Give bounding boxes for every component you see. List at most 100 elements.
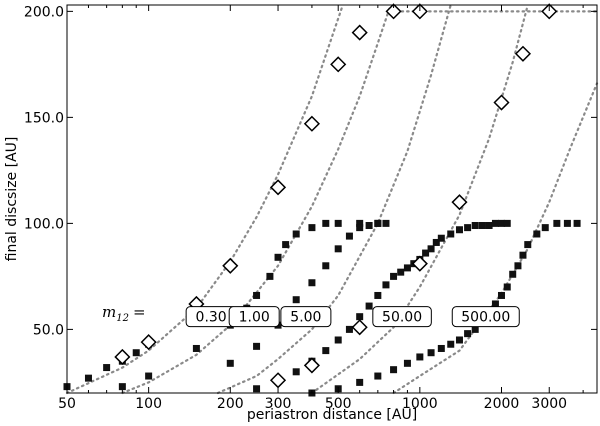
square-marker bbox=[356, 224, 364, 232]
x-axis-label: periastron distance [AU] bbox=[247, 407, 417, 423]
square-marker bbox=[266, 272, 274, 280]
mass-ratio-symbol: m bbox=[102, 303, 116, 321]
square-marker bbox=[478, 222, 486, 230]
diamond-marker bbox=[303, 357, 320, 374]
square-marker bbox=[84, 374, 92, 382]
square-marker bbox=[356, 378, 364, 386]
mass-ratio-subscript: 12 bbox=[116, 313, 129, 324]
diamond-marker bbox=[269, 372, 287, 389]
square-marker bbox=[422, 249, 430, 257]
x-tick-label: 200 bbox=[217, 396, 244, 412]
square-marker bbox=[390, 272, 398, 280]
square-marker bbox=[397, 268, 405, 276]
square-marker bbox=[485, 222, 493, 230]
square-marker bbox=[563, 219, 571, 227]
square-marker bbox=[334, 336, 342, 344]
curve-label-text: 500.00 bbox=[461, 310, 510, 326]
diamond-marker bbox=[330, 56, 347, 73]
y-axis-label: final discsize [AU] bbox=[4, 137, 20, 262]
square-marker bbox=[491, 219, 499, 227]
square-marker bbox=[533, 230, 541, 238]
diamond-marker bbox=[411, 255, 428, 272]
diamond-marker bbox=[514, 45, 532, 62]
square-marker bbox=[524, 241, 532, 249]
square-marker bbox=[292, 230, 300, 238]
diamond-marker bbox=[541, 3, 558, 20]
square-marker bbox=[345, 232, 353, 240]
axis-ticks: 50 100 200 300 500 1000 2000 3000 50.0 100.0 150.0… bbox=[24, 4, 597, 412]
square-marker bbox=[374, 219, 382, 227]
square-marker bbox=[447, 230, 455, 238]
square-marker bbox=[322, 219, 330, 227]
diamond-marker bbox=[222, 257, 239, 274]
square-marker bbox=[322, 347, 330, 355]
square-marker bbox=[455, 226, 463, 234]
square-marker bbox=[509, 270, 517, 278]
x-tick-label: 1000 bbox=[402, 396, 438, 412]
square-marker bbox=[356, 219, 364, 227]
square-marker bbox=[471, 222, 479, 230]
x-tick-label: 100 bbox=[135, 396, 162, 412]
square-marker bbox=[553, 219, 561, 227]
diamond-marker bbox=[114, 348, 131, 366]
curve-label-text: 0.30 bbox=[196, 310, 227, 326]
y-tick-label: 100.0 bbox=[24, 216, 64, 232]
square-marker bbox=[334, 219, 342, 227]
diamond-marker bbox=[351, 24, 368, 41]
y-tick-label: 150.0 bbox=[24, 110, 64, 126]
square-marker bbox=[464, 330, 472, 338]
square-marker bbox=[437, 344, 445, 352]
dotted-curve bbox=[310, 3, 529, 395]
curve-label-text: 5.00 bbox=[290, 310, 321, 326]
square-marker bbox=[491, 300, 499, 308]
square-marker bbox=[365, 222, 373, 230]
data-points bbox=[63, 3, 581, 397]
square-marker bbox=[365, 302, 373, 310]
diamond-marker bbox=[351, 319, 368, 336]
square-marker bbox=[374, 372, 382, 380]
curve-label: 50.00 bbox=[372, 306, 432, 328]
diamond-marker bbox=[385, 3, 402, 20]
square-marker bbox=[416, 353, 424, 361]
mass-ratio-equals: = bbox=[133, 303, 146, 321]
square-marker bbox=[427, 245, 435, 253]
square-marker bbox=[226, 359, 234, 367]
square-marker bbox=[292, 368, 300, 376]
square-marker bbox=[464, 224, 472, 232]
mass-ratio-label: m12 = bbox=[102, 303, 146, 324]
square-marker bbox=[103, 364, 111, 372]
curve-label: 0.30 bbox=[185, 306, 237, 328]
square-marker bbox=[192, 344, 200, 352]
curve-label-box bbox=[280, 306, 332, 328]
diamond-marker bbox=[140, 334, 157, 351]
diamond-marker bbox=[269, 179, 287, 196]
curve-label-box bbox=[228, 306, 280, 328]
square-marker bbox=[274, 253, 282, 261]
dotted-curve bbox=[392, 82, 599, 395]
diamond-marker bbox=[451, 194, 468, 211]
square-marker bbox=[382, 219, 390, 227]
y-tick-label: 50.0 bbox=[33, 322, 64, 338]
square-marker bbox=[132, 349, 140, 357]
square-marker bbox=[322, 262, 330, 270]
square-marker bbox=[334, 245, 342, 253]
square-marker bbox=[374, 291, 382, 299]
square-marker bbox=[118, 383, 126, 391]
diamond-marker bbox=[493, 94, 510, 111]
dotted-curve bbox=[216, 3, 452, 395]
x-tick-label: 50 bbox=[58, 396, 76, 412]
square-marker bbox=[345, 325, 353, 333]
square-marker bbox=[497, 219, 505, 227]
square-marker bbox=[403, 264, 411, 272]
square-marker bbox=[356, 313, 364, 321]
square-marker bbox=[253, 291, 261, 299]
curve-label: 1.00 bbox=[228, 306, 280, 328]
curve-label: 5.00 bbox=[280, 306, 332, 328]
square-marker bbox=[503, 283, 511, 291]
square-marker bbox=[403, 359, 411, 367]
square-marker bbox=[282, 241, 290, 249]
square-marker bbox=[519, 251, 527, 259]
x-tick-label: 3000 bbox=[531, 396, 567, 412]
square-marker bbox=[471, 325, 479, 333]
